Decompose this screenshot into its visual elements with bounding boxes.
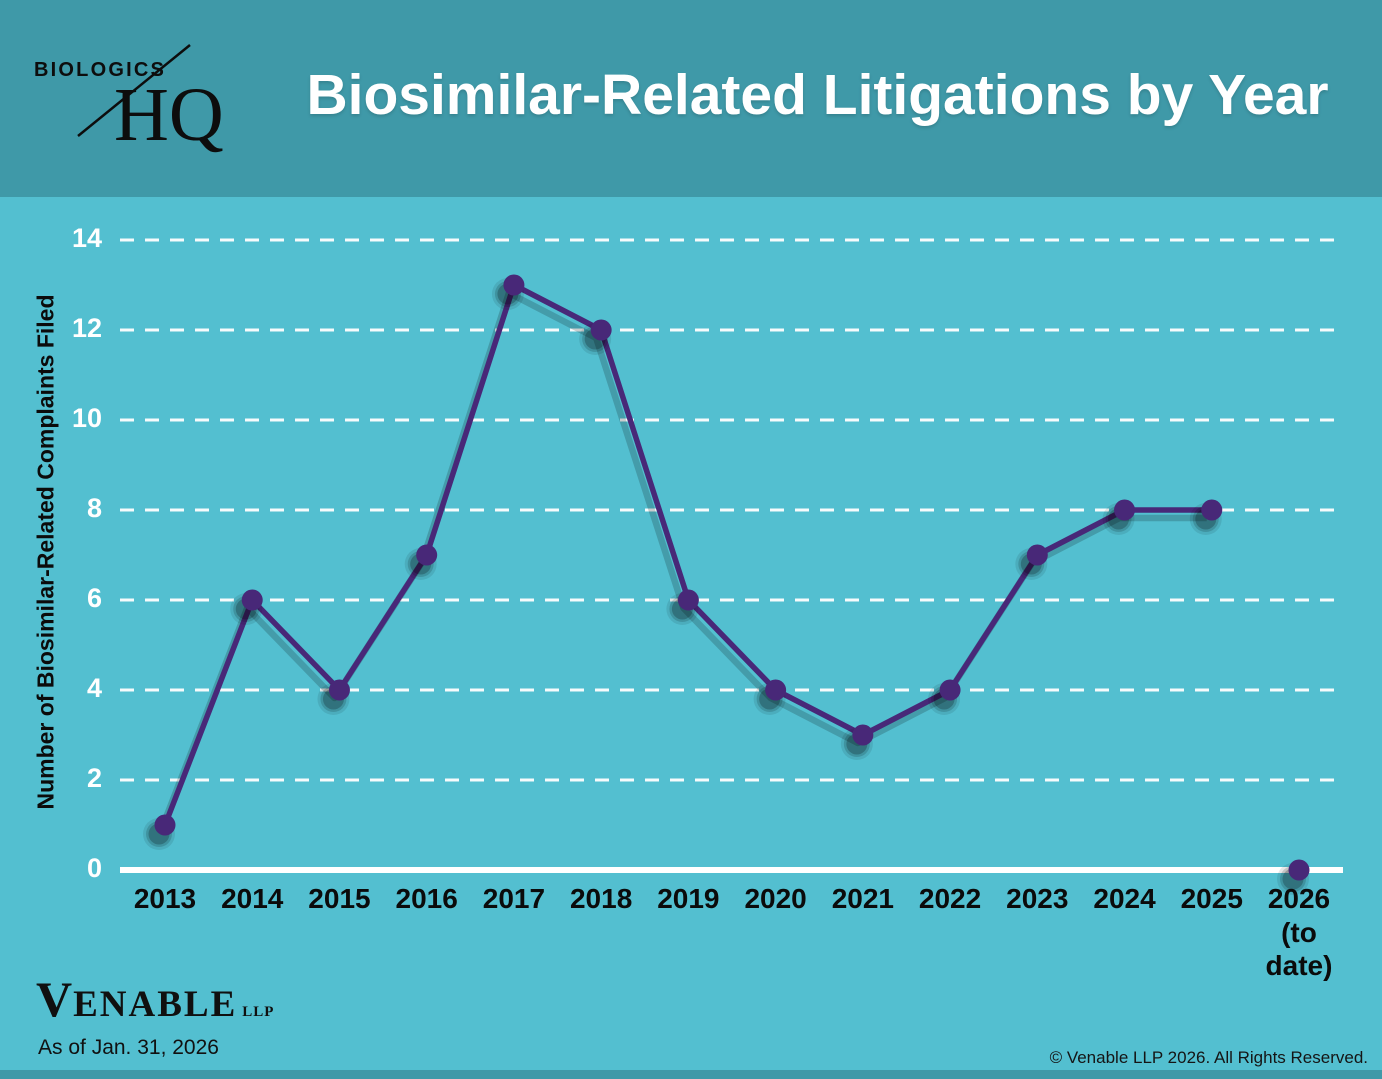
venable-logo: VENABLE LLP [36, 970, 274, 1028]
x-label-2024: 2024 [1093, 883, 1156, 914]
biologics-logo-text: BIOLOGICS [34, 59, 166, 81]
data-point-2018 [590, 319, 612, 341]
y-tick-4: 4 [86, 673, 102, 703]
hq-logo-text: HQ [114, 73, 224, 157]
x-label-2019: 2019 [657, 883, 720, 914]
x-label-2022: 2022 [918, 883, 982, 914]
y-tick-8: 8 [86, 493, 102, 523]
data-point-2020 [765, 679, 787, 701]
data-point-2016 [416, 544, 438, 566]
x-label-2025: 2025 [1180, 883, 1243, 914]
header-band: BIOLOGICS HQ Biosimilar-Related Litigati… [0, 0, 1382, 197]
data-point-2014 [241, 589, 263, 611]
x-label-2020: 2020 [744, 883, 807, 914]
as-of-date: As of Jan. 31, 2026 [38, 1036, 219, 1059]
venable-logo-initial: V [36, 971, 74, 1027]
y-tick-14: 14 [71, 223, 102, 253]
y-tick-12: 12 [71, 313, 102, 343]
y-tick-10: 10 [71, 403, 102, 433]
venable-logo-rest: ENABLE [73, 984, 238, 1025]
data-point-2024 [1114, 499, 1136, 521]
data-point-2023 [1026, 544, 1048, 566]
biologicshq-logo: BIOLOGICS HQ [34, 44, 224, 157]
data-point-2026 [1288, 859, 1310, 881]
logo-slash [77, 44, 191, 137]
data-point-2025 [1201, 499, 1223, 521]
footer-band [0, 1070, 1382, 1079]
data-point-2021 [852, 724, 874, 746]
y-axis-title: Number of Biosimilar-Related Complaints … [32, 294, 59, 810]
x-label-2021: 2021 [831, 883, 894, 914]
chart-title: Biosimilar-Related Litigations by Year [306, 63, 1329, 127]
x-label-2018: 2018 [569, 883, 633, 914]
data-point-2017 [503, 274, 525, 296]
x-label-2015: 2015 [308, 883, 371, 914]
venable-logo-suffix: LLP [242, 1004, 275, 1020]
data-point-2022 [939, 679, 961, 701]
y-tick-6: 6 [86, 583, 102, 613]
x-label-2023: 2023 [1006, 883, 1069, 914]
copyright-notice: © Venable LLP 2026. All Rights Reserved. [1049, 1048, 1368, 1067]
y-tick-2: 2 [86, 763, 102, 793]
data-point-2013 [154, 814, 176, 836]
series-line-shadow [156, 289, 1207, 835]
y-tick-0: 0 [86, 853, 102, 883]
data-point-2015 [328, 679, 350, 701]
x-label-2026: 2026 (to date) [1265, 883, 1333, 982]
x-label-2016: 2016 [395, 883, 458, 914]
x-label-2014: 2014 [221, 883, 284, 914]
x-label-2013: 2013 [133, 883, 197, 914]
data-point-2019 [677, 589, 699, 611]
x-label-2017: 2017 [482, 883, 546, 914]
